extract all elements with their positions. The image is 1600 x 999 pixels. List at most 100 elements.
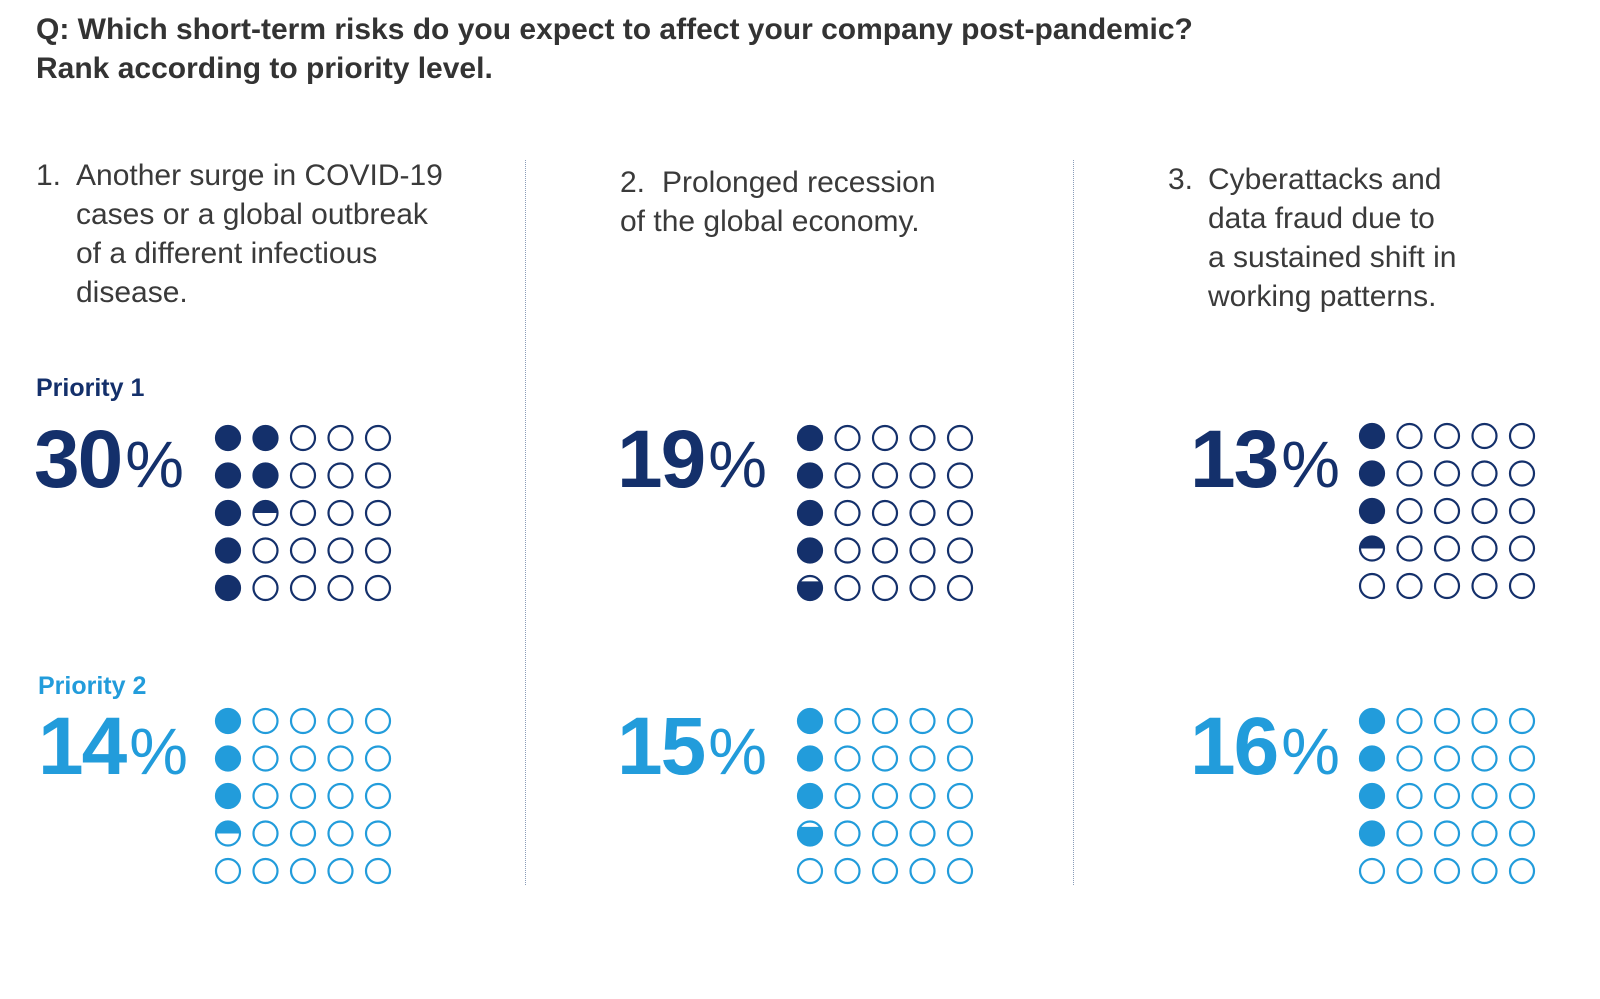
dot-empty	[327, 820, 354, 847]
dot-empty	[1471, 820, 1498, 847]
risk-2-text: Prolonged recession of the global econom…	[620, 166, 936, 238]
dot-empty	[946, 820, 974, 847]
dot-empty	[1433, 745, 1461, 772]
percent-sign: %	[1281, 427, 1340, 501]
dot-empty	[909, 820, 936, 847]
dot-empty	[1471, 497, 1498, 525]
percent-sign: %	[125, 427, 184, 501]
dot-empty	[796, 857, 824, 885]
dot-empty	[871, 424, 899, 452]
dot-empty	[1396, 857, 1423, 885]
dot-empty	[909, 857, 936, 885]
dot-full	[214, 537, 242, 564]
risk-1-priority-2-percent: 14%	[38, 706, 188, 792]
dot-empty	[252, 745, 279, 772]
dot-empty	[1433, 460, 1461, 487]
dot-empty	[364, 782, 392, 810]
risk-1-priority-1-value: 30	[34, 414, 123, 505]
dot-empty	[1471, 572, 1498, 600]
dot-empty	[289, 537, 317, 564]
dot-empty	[909, 745, 936, 772]
dot-empty	[871, 820, 899, 847]
dot-empty	[364, 574, 392, 602]
risk-2-number: 2.	[620, 166, 646, 199]
dot-empty	[289, 857, 317, 885]
dot-empty	[1396, 422, 1423, 450]
dot-full	[1358, 782, 1386, 810]
dot-empty	[871, 745, 899, 772]
dot-full	[1358, 820, 1386, 847]
dot-empty	[1508, 460, 1536, 487]
question-line-1: Q: Which short-term risks do you expect …	[36, 13, 1193, 46]
dot-empty	[1396, 820, 1423, 847]
dot-half	[214, 820, 242, 847]
risk-2-priority-1-value: 19	[617, 414, 706, 505]
dot-empty	[1433, 535, 1461, 562]
dot-empty	[1471, 782, 1498, 810]
dot-empty	[364, 499, 392, 527]
dot-empty	[1508, 535, 1536, 562]
dot-empty	[871, 537, 899, 564]
risk-2-priority-1-dot-grid	[796, 424, 974, 602]
dot-empty	[1471, 745, 1498, 772]
dot-empty	[834, 820, 861, 847]
dot-full	[252, 424, 279, 452]
dot-empty	[364, 857, 392, 885]
dot-empty	[946, 537, 974, 564]
dot-empty	[1508, 572, 1536, 600]
dot-empty	[946, 857, 974, 885]
percent-sign: %	[1281, 714, 1340, 788]
dot-empty	[1433, 857, 1461, 885]
dot-full	[214, 782, 242, 810]
dot-empty	[252, 537, 279, 564]
dot-empty	[1508, 422, 1536, 450]
risk-1-text: Another surge in COVID-19 cases or a glo…	[76, 159, 443, 309]
dot-full	[214, 574, 242, 602]
dot-empty	[909, 707, 936, 735]
dot-empty	[214, 857, 242, 885]
dot-empty	[834, 857, 861, 885]
dot-empty	[946, 745, 974, 772]
dot-empty	[289, 820, 317, 847]
dot-empty	[289, 745, 317, 772]
dot-empty	[1358, 572, 1386, 600]
dot-full	[214, 745, 242, 772]
dot-empty	[1471, 535, 1498, 562]
risk-2-priority-2-percent: 15%	[617, 706, 767, 792]
dot-empty	[327, 857, 354, 885]
dot-empty	[834, 745, 861, 772]
dot-empty	[327, 499, 354, 527]
risk-3-priority-1-percent: 13%	[1190, 419, 1340, 505]
dot-empty	[871, 462, 899, 489]
risk-2-priority-2-value: 15	[617, 701, 706, 792]
dot-empty	[252, 707, 279, 735]
dot-empty	[1508, 820, 1536, 847]
dot-empty	[364, 424, 392, 452]
dot-empty	[834, 424, 861, 452]
dot-empty	[834, 462, 861, 489]
dot-empty	[909, 537, 936, 564]
dot-empty	[1508, 745, 1536, 772]
risk-1-number: 1.	[36, 159, 62, 192]
dot-full	[214, 462, 242, 489]
dot-empty	[289, 424, 317, 452]
dot-empty	[364, 462, 392, 489]
risk-1-priority-2-dot-grid	[214, 707, 392, 885]
dot-full	[1358, 745, 1386, 772]
column-divider	[1073, 160, 1074, 885]
dot-empty	[289, 782, 317, 810]
dot-empty	[946, 574, 974, 602]
dot-empty	[252, 820, 279, 847]
question-heading: Q: Which short-term risks do you expect …	[36, 10, 1536, 88]
dot-empty	[327, 782, 354, 810]
dot-empty	[1471, 422, 1498, 450]
dot-empty	[946, 499, 974, 527]
dot-empty	[252, 782, 279, 810]
percent-sign: %	[708, 714, 767, 788]
risk-2-priority-1-percent: 19%	[617, 419, 767, 505]
dot-empty	[364, 820, 392, 847]
dot-mostly	[796, 574, 824, 602]
dot-empty	[1471, 707, 1498, 735]
dot-full	[796, 782, 824, 810]
dot-half	[252, 499, 279, 527]
